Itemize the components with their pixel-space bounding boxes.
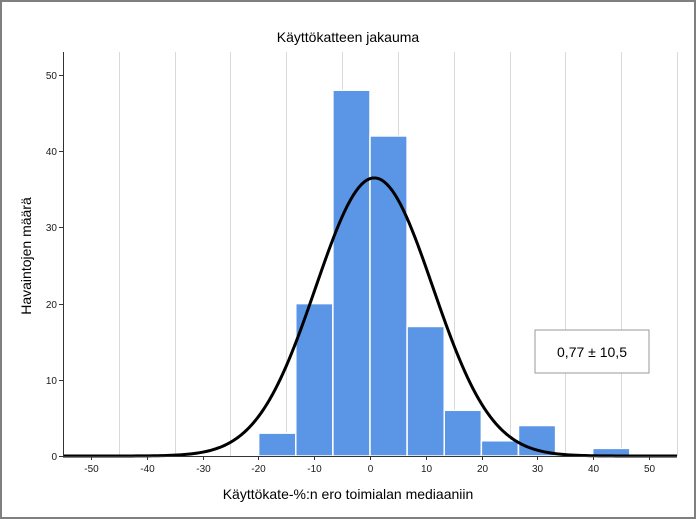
normal-curve-layer [63, 176, 677, 458]
x-axis-title: Käyttökate-%:n ero toimialan mediaaniin [223, 486, 474, 502]
x-tick-label: -50 [84, 464, 99, 475]
y-tick-label: 50 [46, 71, 58, 82]
x-tick-label: -10 [307, 464, 322, 475]
x-tick-label: -20 [251, 464, 266, 475]
x-tick-label: 10 [421, 464, 433, 475]
x-tick-label: 30 [532, 464, 544, 475]
tick-labels: 0 10 20 30 40 50 -50 -40 -30 -20 -10 0 10 20 30 40 50 [46, 71, 656, 475]
chart-title: Käyttökatteen jakauma [277, 29, 420, 45]
y-axis-title: Havaintojen määrä [18, 197, 34, 315]
histogram-bar [332, 89, 371, 457]
x-tick-label: 50 [644, 464, 656, 475]
y-tick-label: 0 [51, 452, 57, 463]
normal-curve [63, 176, 677, 458]
histogram-bar [480, 440, 520, 457]
annotation-text: 0,77 ± 10,5 [557, 344, 627, 360]
y-tick-label: 40 [46, 147, 58, 158]
annotation-box: 0,77 ± 10,5 [534, 329, 650, 374]
histogram-bar [406, 325, 445, 457]
x-tick-label: -30 [196, 464, 211, 475]
annotation-box-border [534, 329, 650, 374]
x-tick-label: 20 [477, 464, 489, 475]
x-tick-label: -40 [140, 464, 155, 475]
x-tick-label: 40 [588, 464, 600, 475]
x-tick-label: 0 [368, 464, 374, 475]
histogram-bars [257, 89, 631, 457]
y-tick-label: 30 [46, 223, 58, 234]
histogram-bar [257, 432, 297, 457]
y-tick-label: 10 [46, 376, 58, 387]
histogram-bar [443, 409, 483, 457]
y-tick-label: 20 [46, 300, 58, 311]
